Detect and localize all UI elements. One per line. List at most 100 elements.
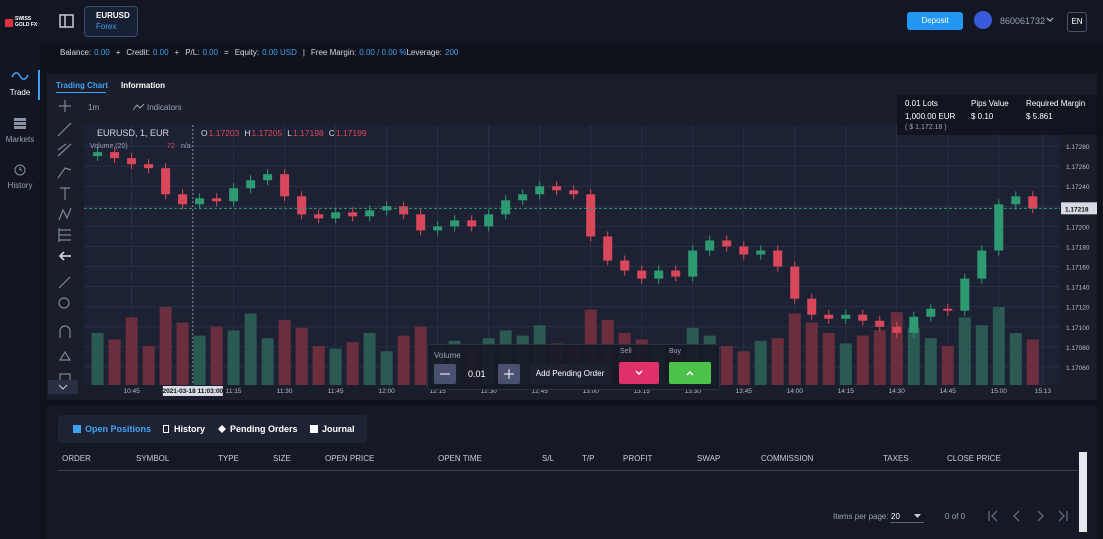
account-separator: = xyxy=(224,48,229,57)
x-tick-label: 13:45 xyxy=(736,388,753,395)
y-tick-label: 1.17240 xyxy=(1066,184,1090,191)
buy-label: Buy xyxy=(669,348,682,355)
volume-bar xyxy=(941,346,954,385)
candle-body xyxy=(977,250,987,279)
column-header: SYMBOL xyxy=(136,454,170,463)
ohlc-value: 1.17203 xyxy=(209,128,240,138)
y-tick-label: 1.17060 xyxy=(1066,365,1090,372)
volume-bar xyxy=(346,342,359,385)
items-per-page[interactable]: 20 xyxy=(891,512,900,521)
icon-circle xyxy=(14,164,26,176)
tool-text[interactable] xyxy=(60,187,70,200)
minus-icon xyxy=(440,373,450,375)
tab-information[interactable]: Information xyxy=(121,81,165,90)
x-tick-label: 10:45 xyxy=(123,388,140,395)
tool-brush[interactable] xyxy=(57,167,72,179)
interval-button[interactable]: 1m xyxy=(88,103,100,112)
tool-fib[interactable] xyxy=(57,143,72,157)
layout-icon[interactable] xyxy=(59,14,74,28)
candle-body xyxy=(297,196,307,215)
next-page[interactable] xyxy=(1037,510,1044,522)
volume-value[interactable]: 0.01 xyxy=(468,369,486,379)
account-separator: + xyxy=(174,48,180,57)
volume-bar xyxy=(397,335,410,385)
tool-projection[interactable] xyxy=(58,228,71,242)
pending-order-button[interactable]: Add Pending Order xyxy=(530,364,610,384)
order-info xyxy=(897,95,1097,135)
tab-journal[interactable]: Journal xyxy=(322,424,355,434)
column-header: ORDER xyxy=(62,454,91,463)
x-tick-label: 14:15 xyxy=(838,388,855,395)
y-tick-label: 1.17260 xyxy=(1066,164,1090,171)
account-value: 200 xyxy=(445,48,459,57)
first-page[interactable] xyxy=(988,510,998,522)
active-indicator xyxy=(38,70,40,100)
volume-bar xyxy=(958,317,971,385)
tool-zoom[interactable] xyxy=(58,297,70,309)
ohlc-key: O xyxy=(201,128,208,138)
candle-body xyxy=(535,186,545,195)
prev-page[interactable] xyxy=(1013,510,1020,522)
icon-bar xyxy=(14,126,26,129)
candle-body xyxy=(620,260,630,271)
account-value: 0.00 USD xyxy=(262,48,297,57)
indicators-icon xyxy=(133,103,145,111)
avatar[interactable] xyxy=(974,11,992,29)
indicators-button[interactable]: Indicators xyxy=(147,103,182,112)
candle-body xyxy=(705,240,715,251)
deposit-button[interactable]: Deposit xyxy=(907,12,963,30)
volume-bar xyxy=(754,340,767,385)
candle-body xyxy=(994,204,1004,251)
candle-body xyxy=(416,214,426,231)
tool-line[interactable] xyxy=(57,122,72,137)
icon-path xyxy=(635,370,643,376)
candle-body xyxy=(688,250,698,277)
volume-bar xyxy=(125,317,138,385)
account-separator: + xyxy=(115,48,121,57)
candle-body xyxy=(909,316,919,333)
icon-path xyxy=(1046,17,1054,22)
tool-back[interactable] xyxy=(58,251,71,261)
select-underline xyxy=(890,522,924,523)
nav-markets[interactable]: Markets xyxy=(5,135,35,144)
last-page[interactable] xyxy=(1058,510,1068,522)
language-button[interactable]: EN xyxy=(1067,12,1087,32)
candle-body xyxy=(467,220,477,227)
x-tick-label: 12:45 xyxy=(532,388,549,395)
tab-pending-orders[interactable]: Pending Orders xyxy=(230,424,298,434)
y-tick-label: 1.17080 xyxy=(1066,345,1090,352)
candle-body xyxy=(960,278,970,311)
tools-scroll-icon xyxy=(58,384,68,390)
account-id[interactable]: 860061732 xyxy=(1000,16,1046,26)
ohlc-legend: O1.17203 H1.17205 L1.17198 C1.17199 xyxy=(201,128,367,138)
chart-symbol: EURUSD, 1, EUR xyxy=(97,128,170,138)
ohlc-key: C xyxy=(329,128,335,138)
scrollbar[interactable] xyxy=(1079,452,1087,532)
y-tick-label: 1.17280 xyxy=(1066,144,1090,151)
tool-lock-drawings[interactable] xyxy=(58,350,72,361)
tools-scroll[interactable] xyxy=(48,380,78,394)
tab-history[interactable]: History xyxy=(174,424,206,434)
crosshair-label: 2021-03-18 11:03:00 xyxy=(162,388,223,395)
icon-path xyxy=(914,514,921,518)
symbol-tab[interactable] xyxy=(84,6,138,37)
nav-history[interactable]: History xyxy=(7,181,33,190)
tool-crosshair[interactable] xyxy=(59,100,71,112)
markets-icon xyxy=(14,118,26,129)
tool-pattern[interactable] xyxy=(58,207,72,221)
y-tick-label: 1.17200 xyxy=(1066,224,1090,231)
tab-trading-chart[interactable]: Trading Chart xyxy=(56,81,109,90)
tool-magnet[interactable] xyxy=(59,325,71,338)
order-info-header: Pips Value xyxy=(971,99,1009,108)
y-tick-label: 1.17140 xyxy=(1066,285,1090,292)
tool-ruler[interactable] xyxy=(58,276,71,289)
axes: 1.172801.172601.172401.172201.172001.171… xyxy=(84,125,1097,396)
candle-body xyxy=(246,180,256,189)
nav-trade[interactable]: Trade xyxy=(9,88,31,97)
column-header: PROFIT xyxy=(623,454,653,463)
candle-body xyxy=(841,314,851,319)
candle-body xyxy=(824,314,834,319)
account-label: P/L: xyxy=(185,48,200,57)
tab-open-positions[interactable]: Open Positions xyxy=(85,424,152,434)
